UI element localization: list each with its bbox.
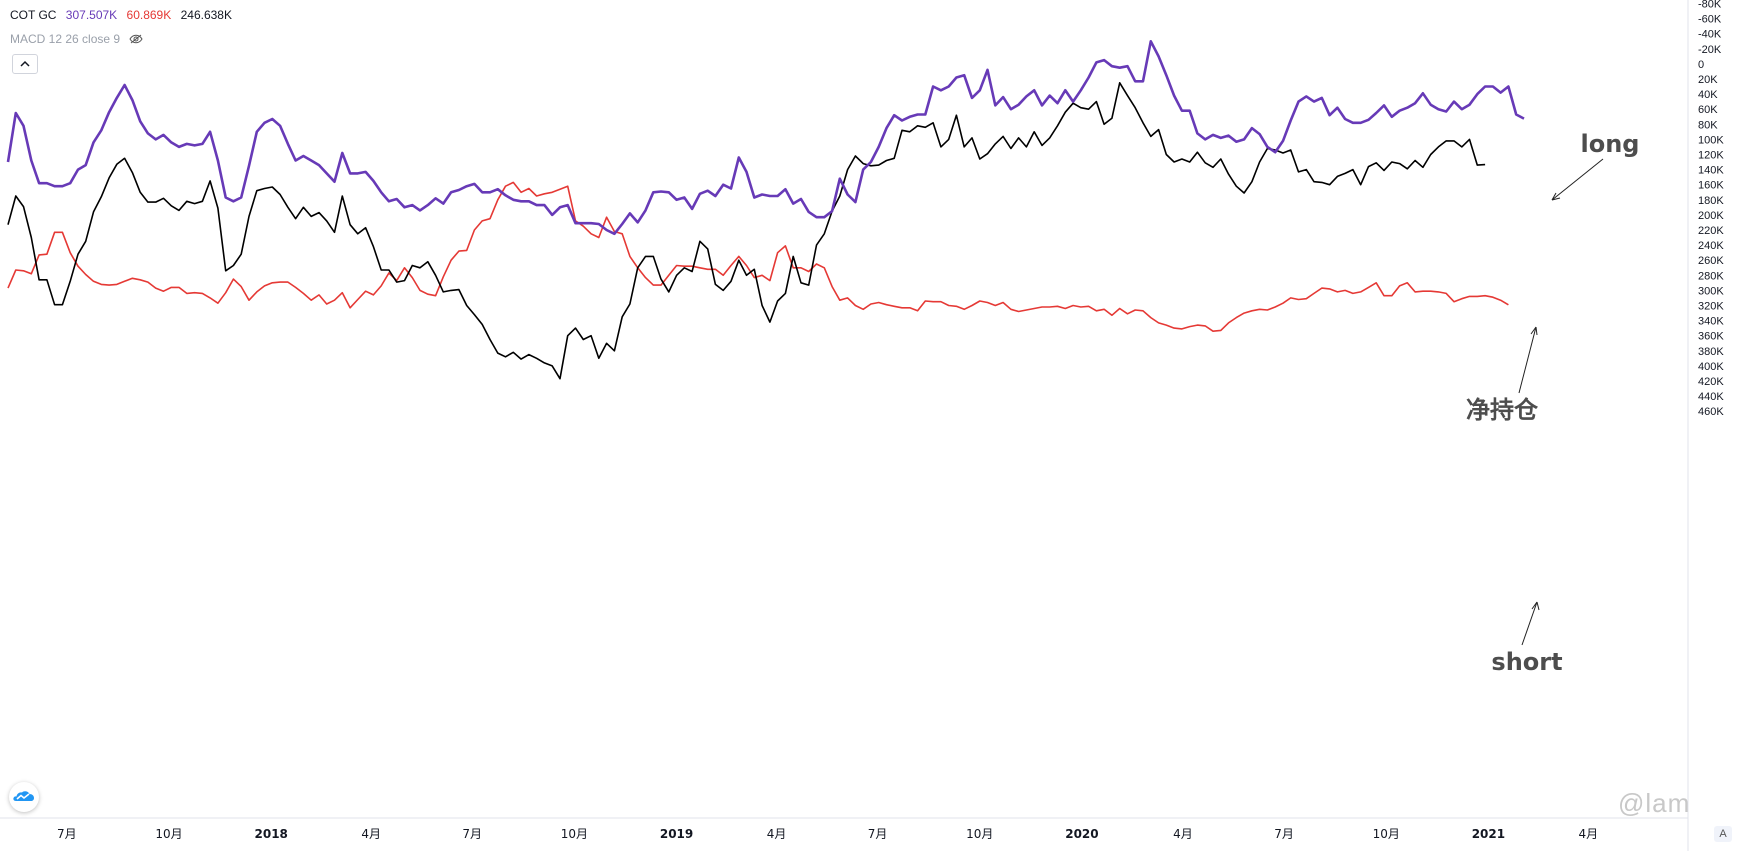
y-tick-label: 320K bbox=[1698, 301, 1724, 313]
y-tick-label: 20K bbox=[1698, 74, 1718, 86]
watermark: @lam bbox=[1618, 788, 1691, 818]
y-tick-label: 360K bbox=[1698, 331, 1724, 343]
series-legend: COT GC 307.507K 60.869K 246.638K bbox=[10, 8, 238, 23]
y-tick-label: 300K bbox=[1698, 285, 1724, 297]
y-tick-label: 100K bbox=[1698, 134, 1724, 146]
long-arrow-head bbox=[1551, 192, 1561, 201]
y-tick-label: -80K bbox=[1698, 0, 1722, 11]
x-tick-label: 10月 bbox=[155, 827, 182, 841]
legend-title: COT GC bbox=[10, 8, 57, 22]
x-tick-label: 4月 bbox=[767, 827, 787, 841]
y-tick-label: 200K bbox=[1698, 210, 1724, 222]
y-tick-label: 340K bbox=[1698, 316, 1724, 328]
short-arrow-head bbox=[1531, 601, 1540, 611]
net-annotation: 净持仓 bbox=[1466, 396, 1539, 424]
legend-net-value: 246.638K bbox=[180, 8, 232, 22]
y-tick-label: 40K bbox=[1698, 89, 1718, 101]
tradingview-logo[interactable] bbox=[9, 782, 39, 812]
y-axis: -80K -60K -40K -20K 0 20K 40K 60K 80K 100K 120K 140… bbox=[1698, 0, 1724, 418]
series-layer bbox=[6, 39, 1525, 380]
x-tick-label: 2018 bbox=[255, 827, 288, 841]
net-arrow bbox=[1518, 326, 1537, 394]
auto-scale-button[interactable]: A bbox=[1714, 826, 1732, 842]
indicator-legend: MACD 12 26 close 9 bbox=[10, 32, 143, 46]
collapse-legend-button[interactable] bbox=[12, 54, 38, 74]
short-annotation: short bbox=[1491, 648, 1562, 676]
x-tick-label: 7月 bbox=[1274, 827, 1294, 841]
indicator-label: MACD 12 26 close 9 bbox=[10, 32, 121, 46]
y-tick-label: 420K bbox=[1698, 376, 1724, 388]
long-series-line[interactable] bbox=[6, 39, 1525, 236]
annotations: long 净持仓 short bbox=[1466, 130, 1639, 676]
y-tick-label: -20K bbox=[1698, 44, 1722, 56]
chevron-up-icon bbox=[20, 61, 30, 67]
long-annotation: long bbox=[1581, 130, 1640, 158]
y-tick-label: 220K bbox=[1698, 225, 1724, 237]
x-tick-label: 7月 bbox=[57, 827, 77, 841]
y-tick-label: 400K bbox=[1698, 361, 1724, 373]
x-tick-label: 2019 bbox=[660, 827, 693, 841]
x-tick-label: 10月 bbox=[561, 827, 588, 841]
y-tick-label: 120K bbox=[1698, 150, 1724, 162]
y-tick-label: 0 bbox=[1698, 59, 1704, 71]
y-tick-label: -60K bbox=[1698, 14, 1722, 26]
x-tick-label: 2021 bbox=[1472, 827, 1505, 841]
short-series-line[interactable] bbox=[7, 181, 1509, 333]
y-tick-label: -40K bbox=[1698, 29, 1722, 41]
long-arrow bbox=[1551, 158, 1604, 201]
tradingview-cloud-icon bbox=[13, 791, 34, 801]
y-tick-label: 60K bbox=[1698, 104, 1718, 116]
y-tick-label: 380K bbox=[1698, 346, 1724, 358]
y-tick-label: 460K bbox=[1698, 406, 1724, 418]
y-tick-label: 140K bbox=[1698, 165, 1724, 177]
x-tick-label: 2020 bbox=[1065, 827, 1098, 841]
legend-long-value: 307.507K bbox=[65, 8, 118, 22]
x-tick-label: 4月 bbox=[1173, 827, 1193, 841]
hidden-eye-icon[interactable] bbox=[129, 34, 143, 44]
y-tick-label: 240K bbox=[1698, 240, 1724, 252]
y-tick-label: 80K bbox=[1698, 119, 1718, 131]
y-tick-label: 260K bbox=[1698, 255, 1724, 267]
x-axis: 7月 10月 2018 4月 7月 10月 2019 4月 7月 10月 2020 4月 7月 10月 20… bbox=[57, 827, 1598, 841]
net-arrow-head bbox=[1530, 326, 1538, 336]
x-tick-label: 4月 bbox=[361, 827, 381, 841]
x-tick-label: 7月 bbox=[462, 827, 482, 841]
short-arrow bbox=[1521, 601, 1538, 646]
x-tick-label: 10月 bbox=[966, 827, 993, 841]
legend-short-value: 60.869K bbox=[126, 8, 172, 22]
y-tick-label: 280K bbox=[1698, 270, 1724, 282]
x-tick-label: 10月 bbox=[1373, 827, 1400, 841]
x-tick-label: 7月 bbox=[868, 827, 888, 841]
y-tick-label: 180K bbox=[1698, 195, 1724, 207]
x-tick-label: 4月 bbox=[1579, 827, 1599, 841]
y-tick-label: 160K bbox=[1698, 180, 1724, 192]
net-position-series-line[interactable] bbox=[7, 82, 1486, 380]
y-tick-label: 440K bbox=[1698, 391, 1724, 403]
